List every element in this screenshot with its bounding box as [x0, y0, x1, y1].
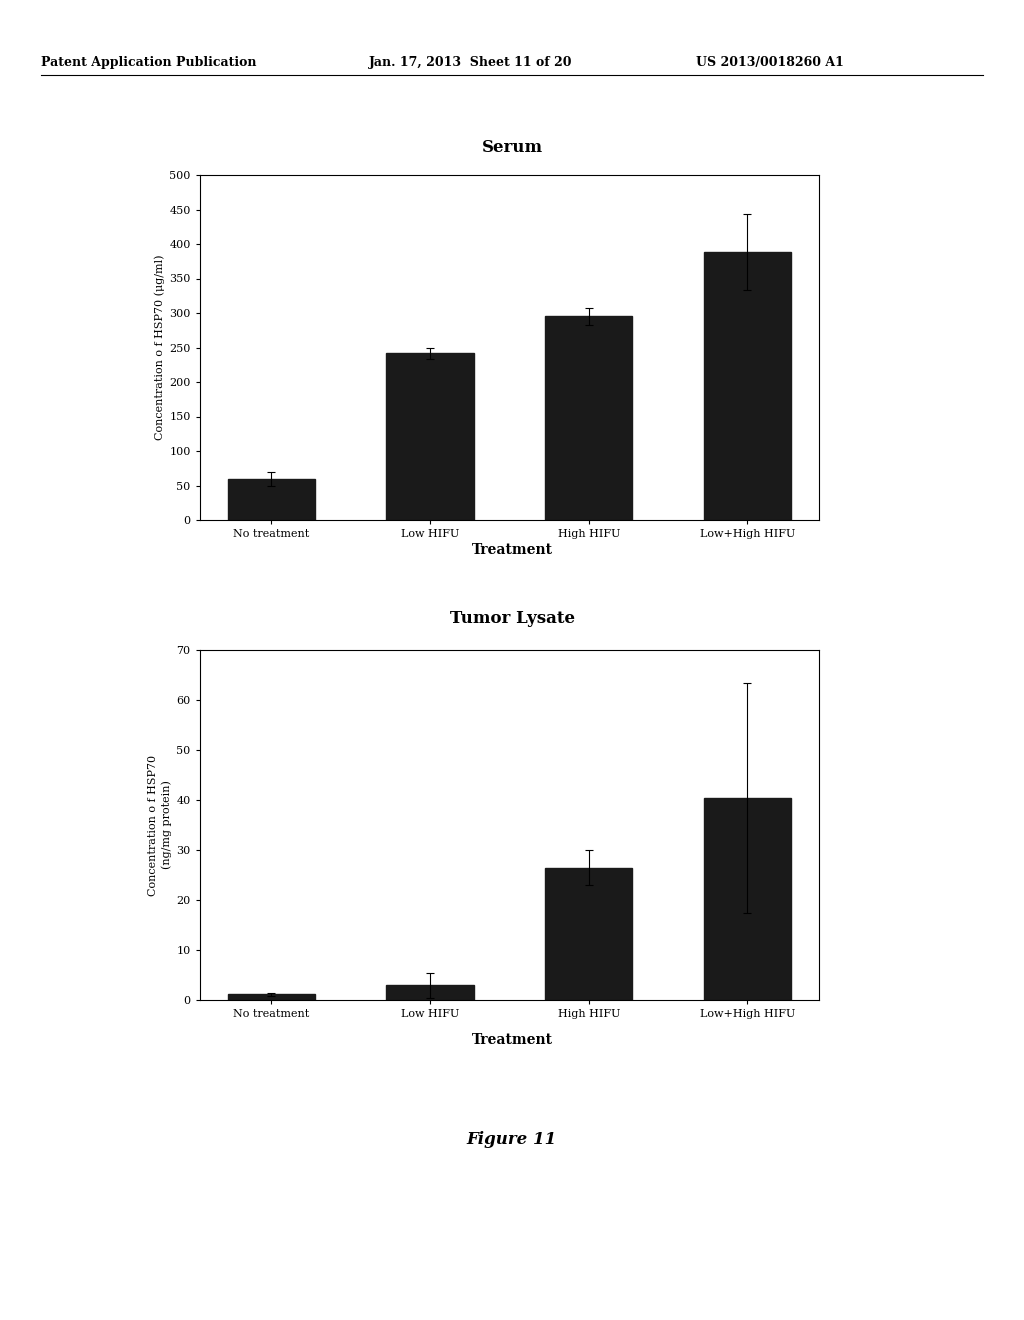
Bar — [386, 352, 474, 520]
Text: Tumor Lysate: Tumor Lysate — [450, 610, 574, 627]
Bar — [545, 867, 633, 1001]
Text: Serum: Serum — [481, 140, 543, 157]
Bar — [703, 252, 791, 520]
Y-axis label: Concentration o f HSP70 (μg/ml): Concentration o f HSP70 (μg/ml) — [155, 255, 165, 441]
Bar — [545, 317, 633, 520]
Y-axis label: Concentration o f HSP70
(ng/mg protein): Concentration o f HSP70 (ng/mg protein) — [148, 755, 172, 895]
Text: Jan. 17, 2013  Sheet 11 of 20: Jan. 17, 2013 Sheet 11 of 20 — [369, 55, 572, 69]
Text: Patent Application Publication: Patent Application Publication — [41, 55, 256, 69]
Text: Treatment: Treatment — [471, 543, 553, 557]
Text: Figure 11: Figure 11 — [467, 1131, 557, 1148]
Bar — [227, 994, 315, 1001]
Bar — [703, 797, 791, 1001]
Text: Treatment: Treatment — [471, 1034, 553, 1047]
Text: US 2013/0018260 A1: US 2013/0018260 A1 — [696, 55, 844, 69]
Bar — [386, 985, 474, 1001]
Bar — [227, 479, 315, 520]
